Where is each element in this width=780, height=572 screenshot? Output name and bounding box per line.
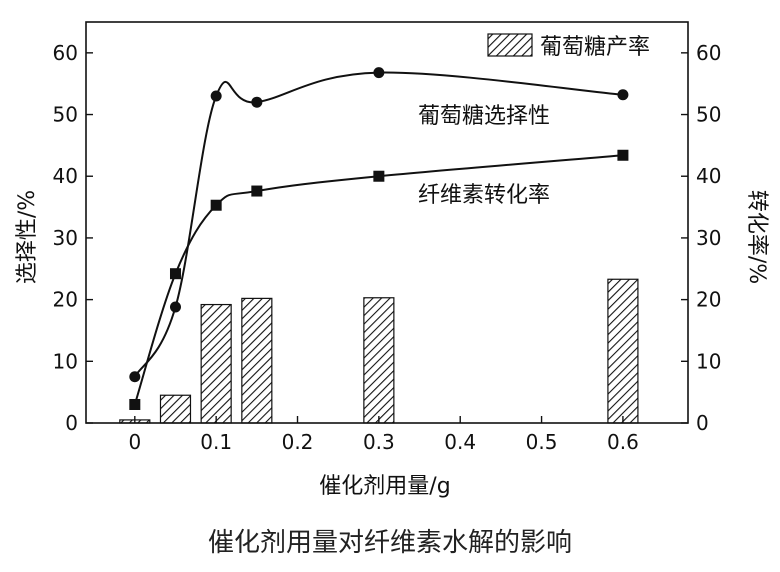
bar-glucose-yield	[241, 297, 273, 424]
series-label-cellulose-conversion: 纤维素转化率	[418, 183, 550, 208]
cellulose-conversion-point	[617, 149, 629, 161]
y-right-tick-label: 30	[696, 226, 721, 250]
plot-frame	[85, 21, 689, 424]
glucose-selectivity-point	[373, 67, 385, 79]
y-right-tick-label: 60	[696, 41, 721, 65]
figure-caption: 催化剂用量对纤维素水解的影响	[207, 528, 572, 558]
x-tick-label: 0.1	[200, 430, 232, 454]
glucose-selectivity-point	[617, 89, 629, 101]
y-right-tick-label: 10	[696, 349, 721, 373]
cellulose-conversion-point	[251, 185, 263, 197]
x-tick-label: 0	[128, 430, 141, 454]
y-right-tick-label: 50	[696, 103, 721, 127]
y-left-tick-label: 0	[65, 411, 78, 435]
y-left-tick-label: 50	[53, 103, 78, 127]
x-tick-label: 0.2	[282, 430, 314, 454]
glucose-selectivity-point	[251, 96, 263, 108]
y-axis-label-right: 转化率/%	[744, 190, 769, 284]
y-left-tick-label: 30	[53, 226, 78, 250]
x-tick-label: 0.5	[526, 430, 558, 454]
bar-glucose-yield	[159, 394, 192, 424]
x-tick-label: 0.3	[363, 430, 395, 454]
y-right-tick-label: 0	[696, 411, 709, 435]
y-right-tick-label: 40	[696, 164, 721, 188]
legend-label: 葡萄糖产率	[540, 35, 650, 60]
cellulose-conversion-point	[210, 199, 222, 211]
bar-glucose-yield	[200, 303, 232, 424]
cellulose-conversion-point	[129, 398, 141, 410]
y-left-tick-label: 20	[53, 288, 78, 312]
x-axis-label: 催化剂用量/g	[319, 474, 450, 499]
y-right-tick-label: 20	[696, 288, 721, 312]
cellulose-conversion-point	[169, 268, 181, 280]
bar-glucose-yield	[363, 297, 395, 424]
y-left-tick-label: 10	[53, 349, 78, 373]
x-tick-label: 0.6	[607, 430, 639, 454]
series-label-glucose-selectivity: 葡萄糖选择性	[418, 104, 550, 129]
y-axis-label-left: 选择性/%	[15, 190, 40, 284]
x-tick-label: 0.4	[444, 430, 476, 454]
legend-swatch	[487, 33, 533, 57]
y-left-tick-label: 40	[53, 164, 78, 188]
cellulose-conversion-point	[373, 170, 385, 182]
y-left-tick-label: 60	[53, 41, 78, 65]
glucose-selectivity-point	[210, 90, 222, 102]
glucose-selectivity-point	[169, 301, 181, 313]
bar-glucose-yield	[607, 278, 639, 424]
glucose-selectivity-point	[129, 371, 141, 383]
